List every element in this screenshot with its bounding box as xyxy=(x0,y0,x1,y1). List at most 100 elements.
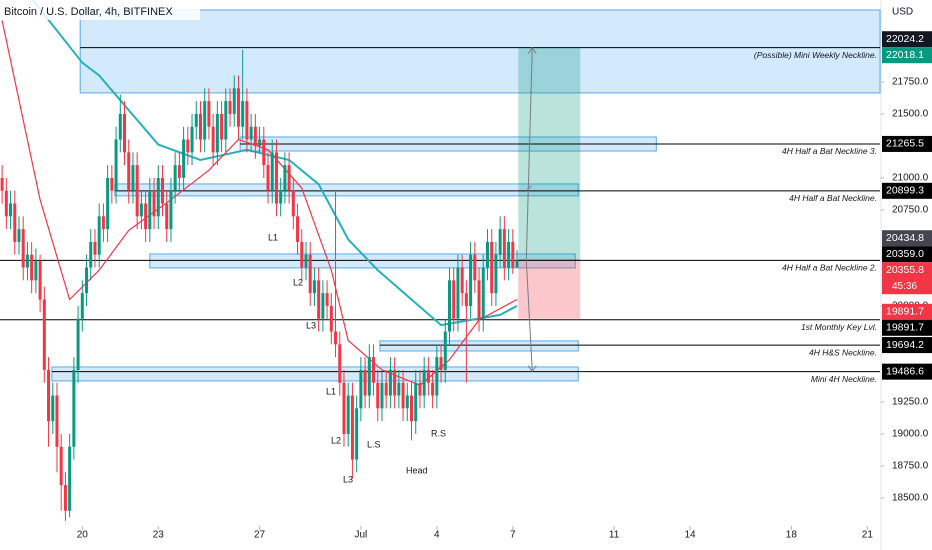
pattern-label: L.S xyxy=(367,439,381,449)
candle-body xyxy=(211,126,215,153)
candle-body xyxy=(477,280,481,319)
candle-body xyxy=(169,190,173,230)
candle-body xyxy=(194,113,198,127)
price-tag xyxy=(882,303,932,320)
price-tag xyxy=(882,363,932,380)
level-label: 1st Monthly Key Lvl. xyxy=(801,322,877,332)
x-tick-label: 18 xyxy=(786,530,798,541)
candle-body xyxy=(498,229,502,255)
moving-average xyxy=(31,0,518,327)
price-tag-label: 20434.8 xyxy=(886,232,924,244)
candle-body xyxy=(139,203,143,217)
candle-body xyxy=(494,254,498,294)
candle-body xyxy=(224,101,228,140)
price-tag-label: 20355.8 xyxy=(886,264,924,276)
price-tag xyxy=(882,262,932,295)
candle-body xyxy=(177,165,181,178)
candle-body xyxy=(215,113,219,153)
candle-body xyxy=(485,241,489,268)
x-tick-label: 27 xyxy=(254,530,266,541)
candle-body xyxy=(388,369,392,396)
candle-body xyxy=(9,203,13,217)
price-tag-label: 20359.0 xyxy=(886,248,924,260)
x-tick-label: 4 xyxy=(434,530,440,541)
candle-body xyxy=(405,395,409,409)
candle-body xyxy=(173,165,177,191)
price-tag xyxy=(882,135,932,152)
candle-body xyxy=(321,293,325,319)
pattern-label: L1 xyxy=(268,232,278,242)
candle-body xyxy=(198,113,202,140)
candle-body xyxy=(55,395,59,447)
candle-body xyxy=(283,165,287,191)
candle-body xyxy=(42,299,46,370)
target-zone xyxy=(518,47,581,260)
candle-body xyxy=(236,88,240,127)
candle-body xyxy=(279,190,283,204)
candle-body xyxy=(97,216,101,255)
candle-body xyxy=(118,113,122,140)
stop-arrow xyxy=(525,259,533,372)
candle-body xyxy=(355,408,359,460)
candle-body xyxy=(25,254,29,268)
candle-body xyxy=(338,344,342,383)
annotations: L1 L2 L3 L1 L2 L.S L3 Head R.S xyxy=(268,232,446,484)
candle-body xyxy=(89,241,93,268)
candle-body xyxy=(165,203,169,230)
title-bg xyxy=(0,0,200,20)
y-tick-label: 18750.0 xyxy=(892,461,929,472)
price-tag xyxy=(882,47,932,64)
pattern-label: Head xyxy=(406,465,428,475)
candle-body xyxy=(144,203,148,230)
candle-body xyxy=(63,485,67,511)
price-tag-label: 22024.2 xyxy=(886,33,924,45)
candle-body xyxy=(258,139,262,146)
candle-body xyxy=(317,280,321,319)
candle-body xyxy=(380,382,384,409)
candle-body xyxy=(393,369,397,396)
y-tick-label: 20750.0 xyxy=(892,205,929,216)
candle-body xyxy=(85,267,89,294)
candle-body xyxy=(515,260,519,268)
stop-arrow-head xyxy=(527,365,537,373)
candle-body xyxy=(135,165,139,217)
x-tick-label: 20 xyxy=(77,530,89,541)
candle-body xyxy=(249,126,253,140)
candle-body xyxy=(68,446,72,511)
level-label: (Possible) Mini Weekly Neckline. xyxy=(754,50,877,60)
candle-body xyxy=(325,293,329,306)
candle-body xyxy=(296,216,300,242)
candle-body xyxy=(287,165,291,191)
candle-body xyxy=(308,254,312,294)
price-tag-label: 22018.1 xyxy=(886,49,924,61)
candle-body xyxy=(72,369,76,447)
candle-body xyxy=(418,382,422,396)
candle-body xyxy=(51,395,55,422)
candle-body xyxy=(76,318,80,370)
x-tick-label: Jul xyxy=(354,530,367,541)
candle-body xyxy=(300,241,304,268)
y-tick-label: 18500.0 xyxy=(892,493,929,504)
candle-body xyxy=(4,190,8,217)
price-tag-label: 20899.3 xyxy=(886,185,924,197)
candle-body xyxy=(312,280,316,294)
candle-body xyxy=(443,331,447,370)
candle-body xyxy=(228,101,232,114)
candle-body xyxy=(21,229,25,268)
candle-body xyxy=(367,357,371,396)
x-tick-label: 23 xyxy=(153,530,165,541)
candle-body xyxy=(460,267,464,294)
y-tick-label: 19000.0 xyxy=(892,429,929,440)
price-tag xyxy=(882,31,932,48)
zone xyxy=(79,9,881,94)
candle-body xyxy=(507,241,511,268)
pattern-label: R.S xyxy=(431,428,446,438)
candle-body xyxy=(101,216,105,230)
candle-body xyxy=(490,241,494,294)
candle-body xyxy=(464,293,468,306)
y-tick-label: 21500.0 xyxy=(892,109,929,120)
candle-body xyxy=(93,241,97,255)
candle-body xyxy=(426,369,430,383)
